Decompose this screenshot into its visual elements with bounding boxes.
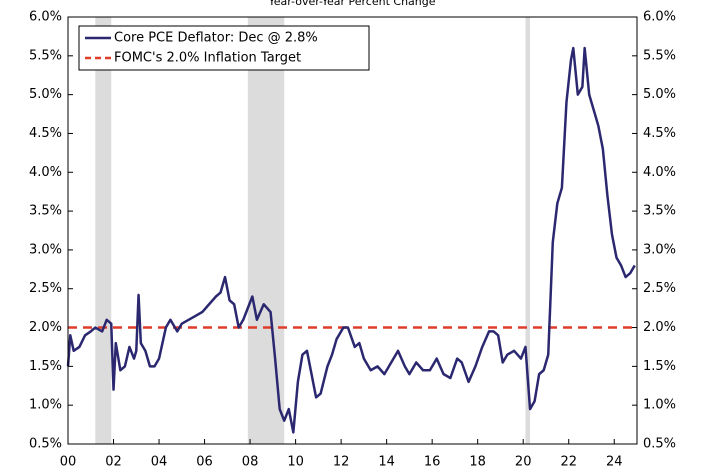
y-tick-label: 2.0%	[29, 320, 62, 335]
y-tick-label: 6.0%	[29, 10, 62, 25]
y-tick-label: 5.0%	[29, 87, 62, 102]
y2-tick-label: 4.5%	[643, 126, 676, 141]
y2-tick-label: 1.0%	[643, 398, 676, 413]
y2-tick-label: 4.0%	[643, 165, 676, 180]
x-tick-label: 18	[469, 455, 486, 470]
y2-tick-label: 5.5%	[643, 48, 676, 63]
y-tick-label: 2.5%	[29, 281, 62, 296]
recession-shade	[525, 17, 531, 444]
x-tick-label: 22	[560, 455, 577, 470]
legend-label: Core PCE Deflator: Dec @ 2.8%	[114, 31, 318, 46]
y-tick-label: 3.5%	[29, 204, 62, 219]
y2-tick-label: 3.5%	[643, 204, 676, 219]
x-tick-label: 00	[60, 455, 77, 470]
y-tick-label: 3.0%	[29, 242, 62, 257]
x-tick-label: 24	[606, 455, 623, 470]
y2-tick-label: 5.0%	[643, 87, 676, 102]
chart-subtitle: Year-over-Year Percent Change	[267, 0, 435, 8]
y2-tick-label: 1.5%	[643, 359, 676, 374]
y2-tick-label: 0.5%	[643, 437, 676, 452]
y-tick-label: 0.5%	[29, 437, 62, 452]
legend-box	[78, 25, 370, 71]
plot-frame	[67, 16, 638, 445]
recession-shade	[247, 17, 285, 444]
data-line	[66, 46, 636, 434]
y2-tick-label: 6.0%	[643, 10, 676, 25]
x-tick-label: 04	[151, 455, 168, 470]
y-tick-label: 4.0%	[29, 165, 62, 180]
y-tick-label: 1.5%	[29, 359, 62, 374]
x-tick-label: 10	[287, 455, 304, 470]
x-tick-label: 14	[378, 455, 395, 470]
y-tick-label: 1.0%	[29, 398, 62, 413]
x-tick-label: 16	[424, 455, 441, 470]
x-tick-label: 02	[105, 455, 122, 470]
y2-tick-label: 2.5%	[643, 281, 676, 296]
y-tick-label: 5.5%	[29, 48, 62, 63]
x-tick-label: 08	[242, 455, 259, 470]
legend-label: FOMC's 2.0% Inflation Target	[114, 51, 301, 66]
y-tick-label: 4.5%	[29, 126, 62, 141]
x-tick-label: 20	[515, 455, 532, 470]
x-tick-label: 06	[196, 455, 213, 470]
recession-shade	[95, 17, 112, 444]
y2-tick-label: 2.0%	[643, 320, 676, 335]
x-tick-label: 12	[333, 455, 350, 470]
y2-tick-label: 3.0%	[643, 242, 676, 257]
